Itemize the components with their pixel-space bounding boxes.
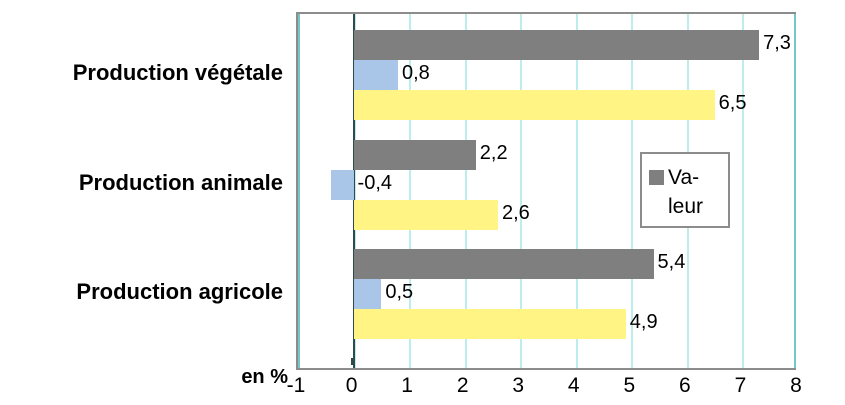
gridline-0: [353, 14, 356, 368]
x-tick-0: 0: [345, 374, 358, 397]
x-tick--1: -1: [286, 374, 306, 397]
gridline-2: [464, 14, 467, 368]
x-tick-5: 5: [623, 374, 636, 397]
bar-series1-0: [353, 60, 398, 90]
bar-series2-2: [353, 309, 626, 339]
legend-swatch-valeur: [649, 170, 664, 185]
value-label-0-1: 0,8: [402, 62, 430, 84]
gridline-3: [520, 14, 523, 368]
bar-series2-0: [353, 90, 715, 120]
value-label-2-1: 0,5: [385, 281, 414, 303]
gridline-1: [409, 14, 412, 368]
category-label-0: Production végétale: [72, 60, 283, 85]
bar-series1-1: [331, 170, 354, 200]
category-label-2: Production agricole: [76, 279, 283, 304]
zero-axis-line: [352, 14, 355, 368]
gridline-8: [794, 14, 796, 368]
zero-axis-tick: [350, 358, 353, 365]
x-tick-4: 4: [567, 374, 580, 397]
x-tick-2: 2: [456, 374, 469, 397]
value-label-0-0: 7,3: [763, 32, 791, 54]
value-label-1-2: 2,6: [502, 202, 530, 224]
x-tick-8: 8: [790, 374, 802, 397]
x-tick-3: 3: [512, 374, 525, 397]
bar-series1-2: [353, 279, 382, 309]
value-label-2-0: 5,4: [657, 251, 686, 273]
value-label-2-2: 4,9: [629, 311, 658, 333]
gridline-5: [631, 14, 634, 368]
category-label-1: Production animale: [78, 170, 283, 195]
legend: Va- leur: [640, 152, 730, 228]
legend-label-line-2: leur: [668, 195, 704, 218]
x-tick-6: 6: [679, 374, 691, 397]
bar-series2-1: [353, 200, 498, 230]
value-label-1-1: -0,4: [357, 172, 393, 194]
x-axis-label: en %: [241, 366, 288, 388]
gridline-7: [742, 14, 745, 368]
bar-valeur-0: [353, 30, 760, 60]
bar-valeur-1: [353, 140, 476, 170]
value-label-1-0: 2,2: [479, 142, 508, 164]
value-label-0-2: 6,5: [718, 92, 747, 114]
legend-label-line-1: Va-: [668, 166, 700, 189]
gridline-4: [575, 14, 578, 368]
bar-valeur-2: [353, 249, 654, 279]
gridline--1: [298, 14, 300, 368]
x-tick-7: 7: [734, 374, 747, 397]
x-tick-1: 1: [401, 374, 413, 397]
